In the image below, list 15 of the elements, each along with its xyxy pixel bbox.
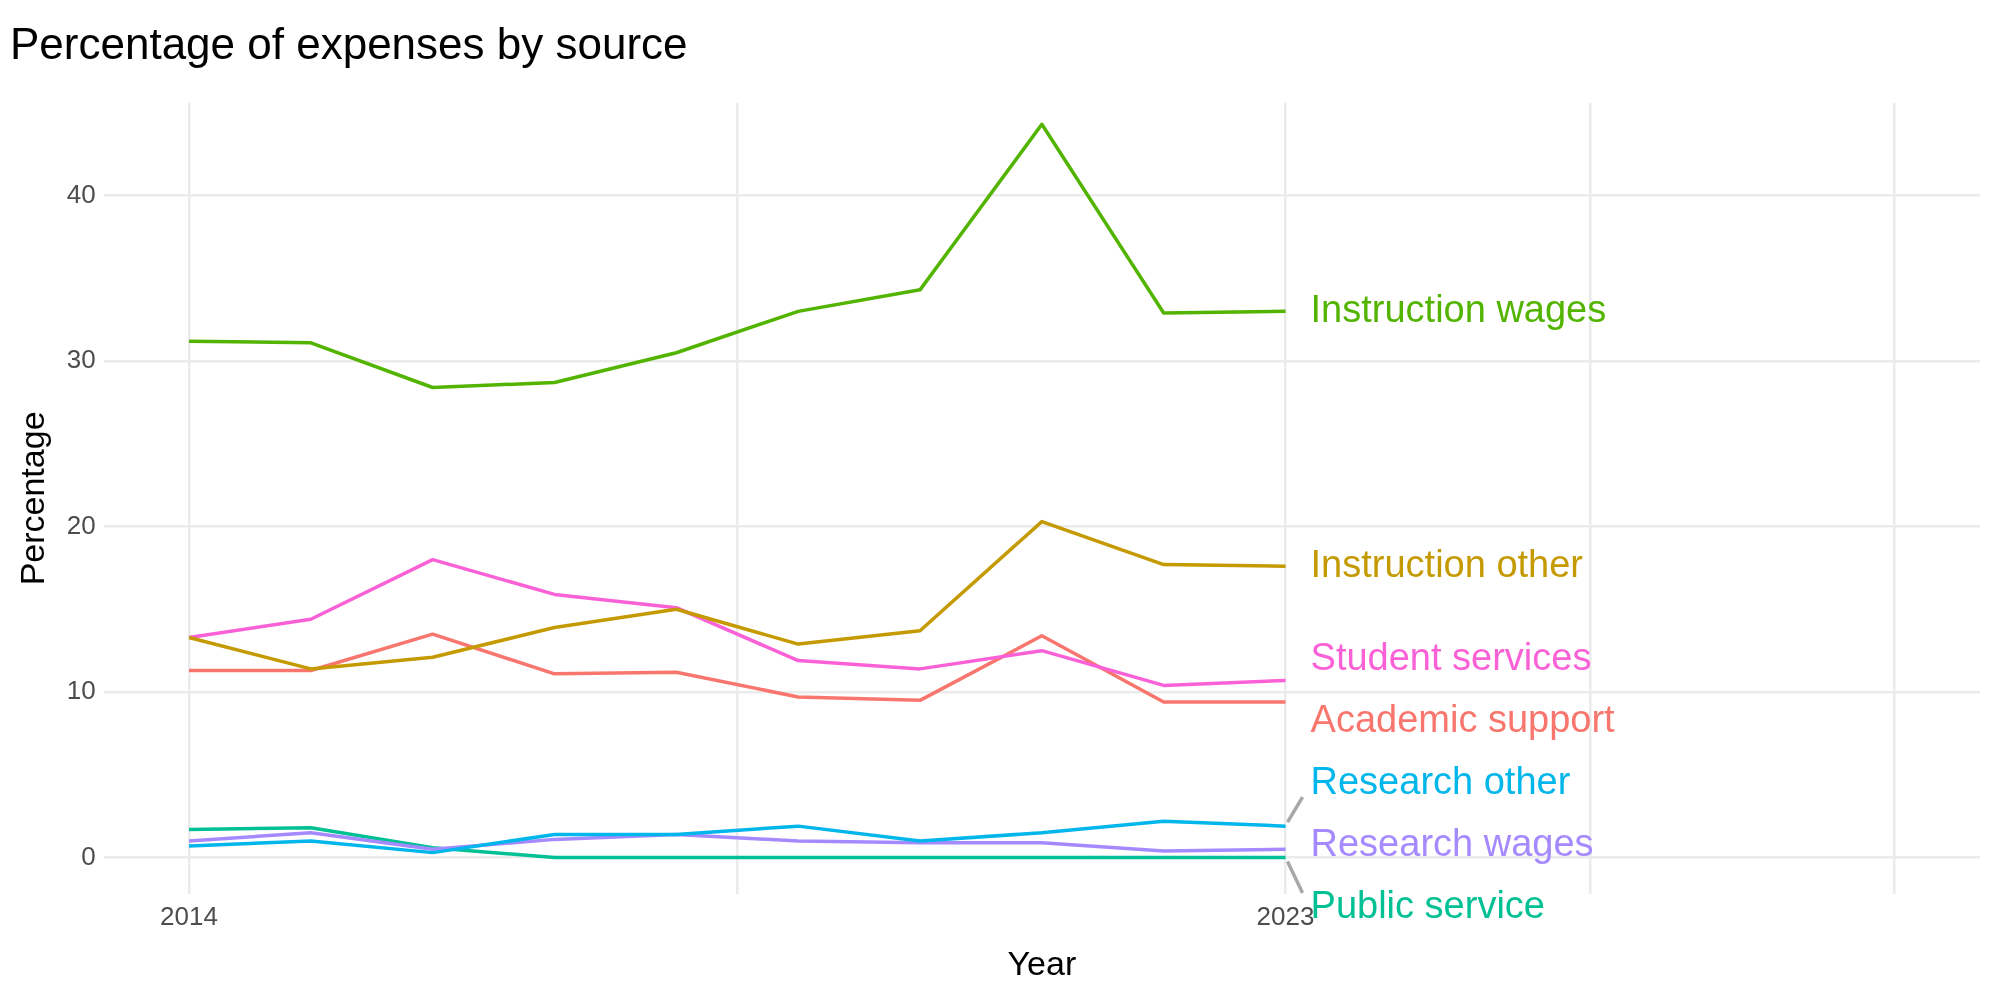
chart-title: Percentage of expenses by source bbox=[10, 18, 688, 68]
y-axis-title: Percentage bbox=[12, 411, 51, 586]
series-label: Student services bbox=[1310, 635, 1592, 678]
series-label: Academic support bbox=[1310, 697, 1616, 740]
y-tick-label: 10 bbox=[66, 675, 96, 706]
x-axis-title: Year bbox=[1007, 943, 1077, 982]
series-label: Research other bbox=[1310, 759, 1571, 802]
series-label: Instruction wages bbox=[1310, 287, 1607, 330]
y-tick-label: 40 bbox=[66, 178, 96, 209]
series-label: Instruction other bbox=[1310, 542, 1584, 585]
series-label: Research wages bbox=[1310, 821, 1594, 864]
y-tick-label: 0 bbox=[81, 840, 96, 871]
x-tick-label: 2014 bbox=[160, 900, 218, 931]
y-tick-label: 30 bbox=[66, 344, 96, 375]
y-tick-label: 20 bbox=[66, 509, 96, 540]
